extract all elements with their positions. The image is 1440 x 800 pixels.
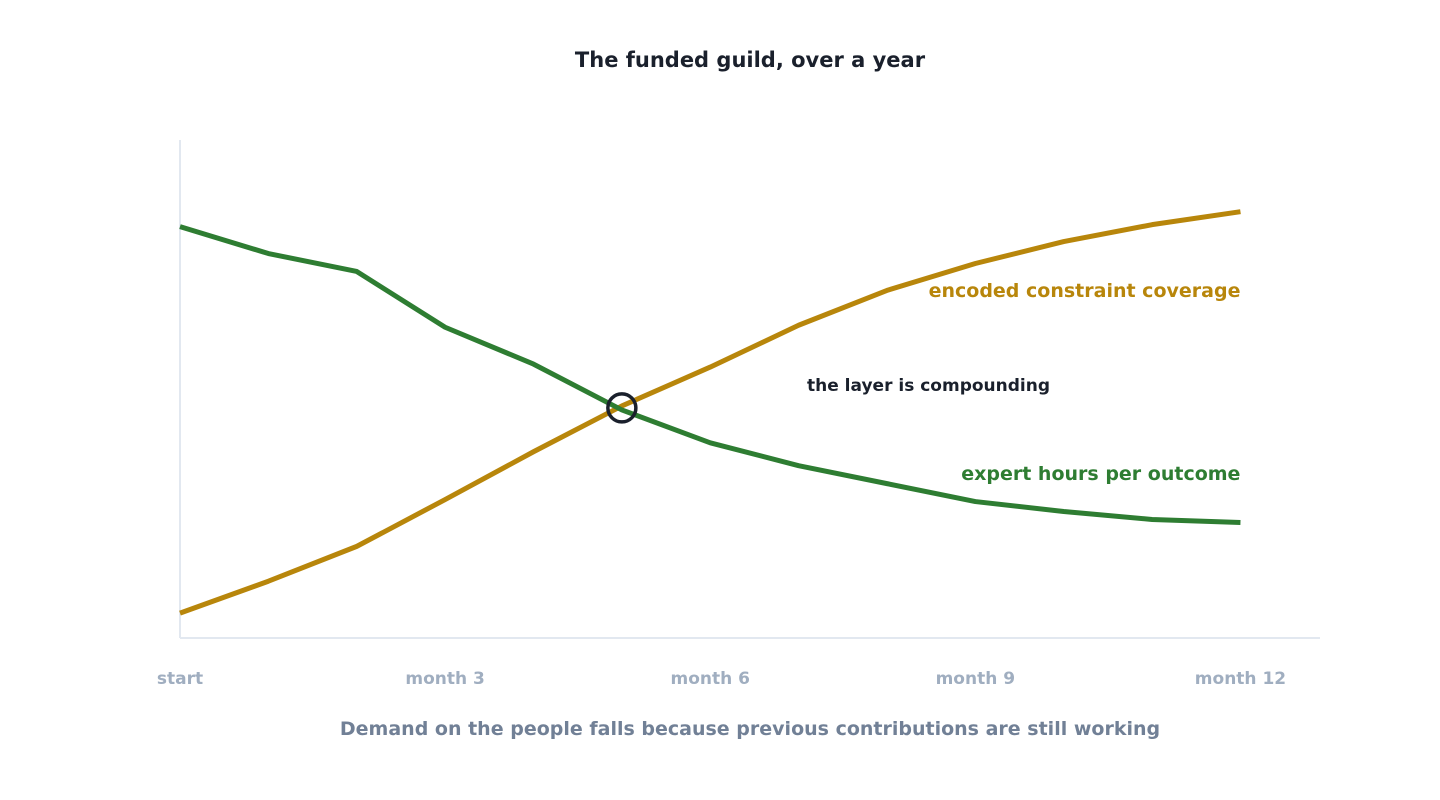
series-line-1 (179, 224, 1241, 525)
series-line-0 (179, 209, 1241, 616)
x-tick-label: month 12 (1195, 669, 1286, 689)
crossover-marker (606, 392, 638, 424)
series-label-coverage: encoded constraint coverage (929, 280, 1241, 302)
x-tick-label: month 3 (405, 669, 484, 689)
chart-title: The funded guild, over a year (575, 48, 926, 72)
x-tick-label: month 6 (670, 669, 749, 689)
series-lines (179, 209, 1241, 616)
annotation-label: the layer is compounding (807, 376, 1050, 396)
x-axis-caption: Demand on the people falls because previ… (340, 718, 1160, 740)
x-tick-label: start (157, 669, 203, 689)
x-ticks: start month 3 month 6 month 9 month 12 (157, 669, 1286, 689)
series-label-expert-hours: expert hours per outcome (961, 463, 1240, 485)
x-tick-label: month 9 (936, 669, 1015, 689)
